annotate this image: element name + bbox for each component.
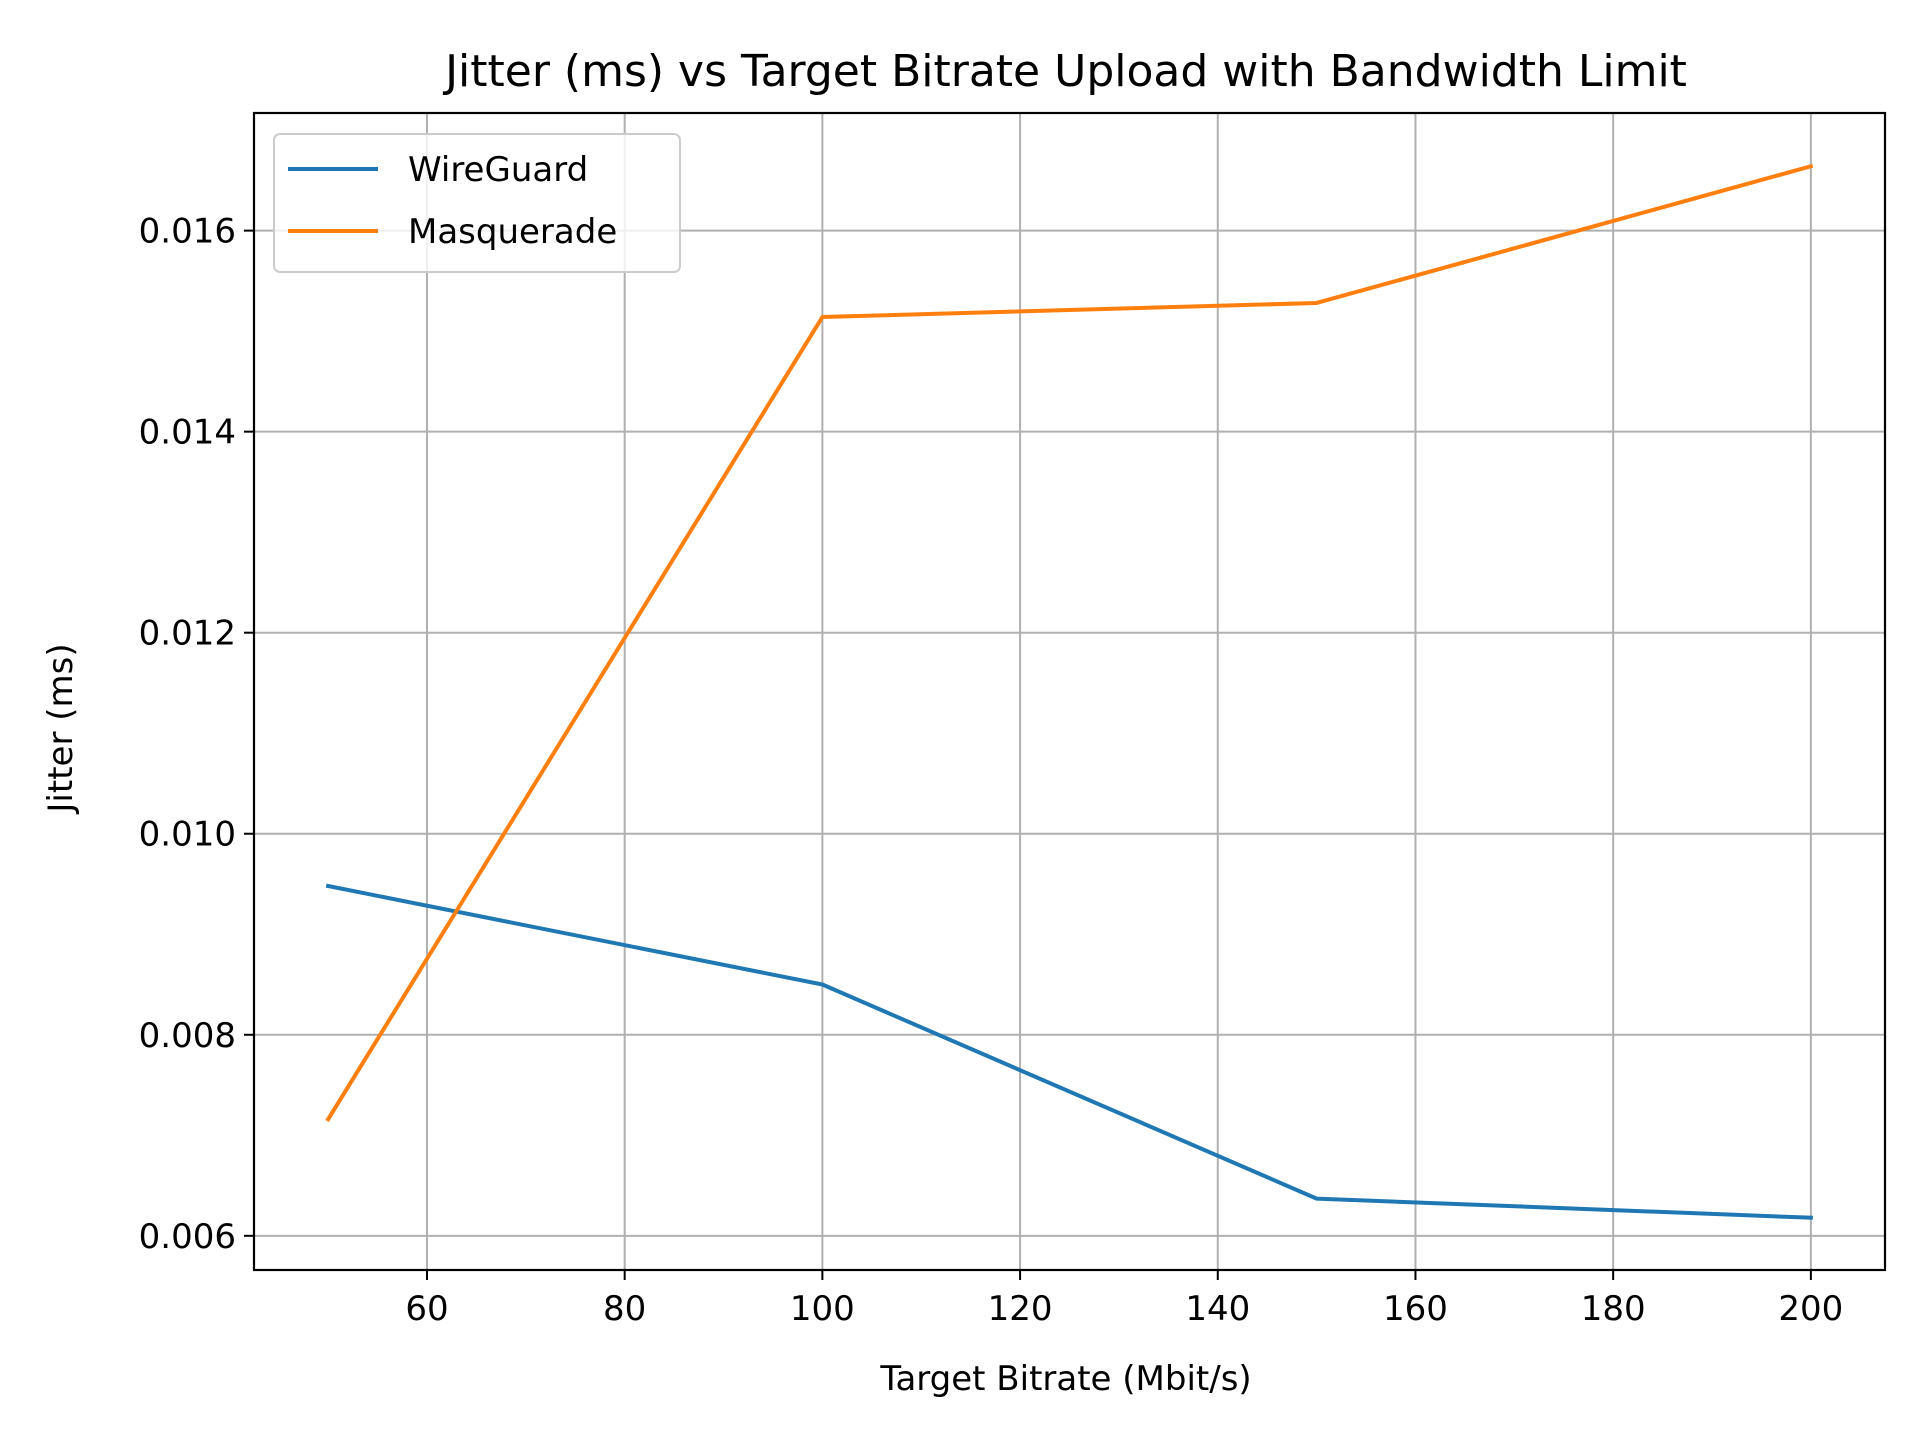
y-tick-label: 0.014 [139, 413, 236, 453]
x-axis-ticks: 60 80 100 120 140 160 180 200 [405, 1270, 1843, 1329]
legend-label-masquerade: Masquerade [408, 212, 617, 252]
plot-frame [252, 111, 1887, 1272]
chart-title: Jitter (ms) vs Target Bitrate Upload wit… [442, 46, 1687, 97]
grid [254, 113, 1885, 1270]
series-line-wireguard [325, 883, 1813, 1220]
x-axis-label: Target Bitrate (Mbit/s) [879, 1359, 1251, 1399]
x-tick-label: 60 [405, 1289, 448, 1329]
x-tick-label: 140 [1185, 1289, 1250, 1329]
y-tick-label: 0.012 [139, 614, 236, 654]
x-tick-label: 200 [1778, 1289, 1843, 1329]
y-tick-label: 0.006 [139, 1217, 236, 1257]
x-tick-label: 100 [790, 1289, 855, 1329]
legend: WireGuard Masquerade [273, 133, 681, 273]
legend-label-wireguard: WireGuard [408, 150, 588, 190]
y-tick-label: 0.008 [139, 1016, 236, 1056]
y-tick-label: 0.016 [139, 212, 236, 252]
y-axis-label: Jitter (ms) [41, 643, 81, 814]
x-tick-label: 80 [603, 1289, 646, 1329]
x-tick-label: 160 [1383, 1289, 1448, 1329]
series-line-masquerade [325, 163, 1814, 1122]
x-tick-label: 120 [988, 1289, 1053, 1329]
series-layer [325, 163, 1814, 1220]
x-tick-label: 180 [1581, 1289, 1646, 1329]
y-axis-ticks: 0.006 0.008 0.010 0.012 0.014 0.016 [139, 212, 254, 1257]
y-tick-label: 0.010 [139, 815, 236, 855]
